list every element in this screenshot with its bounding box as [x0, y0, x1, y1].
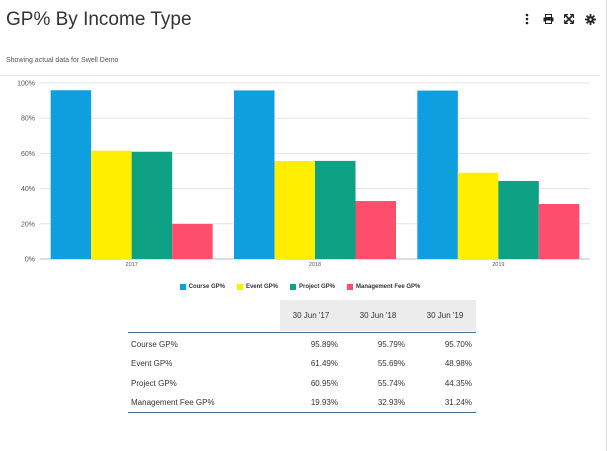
x-tick-label: 2018 [309, 262, 321, 268]
bar-event-gp-2019 [457, 172, 499, 259]
bar-course-gp-2017 [50, 90, 92, 259]
bar-course-gp-2019 [417, 90, 458, 260]
bar-event-gp-2018 [274, 160, 315, 259]
legend-label: Course GP% [188, 284, 225, 290]
legend-swatch [236, 284, 243, 290]
row-label: Project GP% [131, 378, 177, 388]
y-tick-label: 60% [21, 151, 35, 158]
cell-value: 44.35% [444, 378, 472, 388]
legend-item[interactable]: Management Fee GP% [347, 284, 420, 290]
cell-value: 55.69% [377, 358, 405, 368]
row-label: Event GP% [131, 358, 173, 368]
y-tick-label: 0% [25, 257, 35, 264]
widget-toolbar [521, 12, 596, 26]
cell-value: 60.95% [310, 378, 338, 388]
legend-item[interactable]: Event GP% [236, 284, 278, 290]
cell-value: 95.89% [310, 340, 338, 349]
cell-value: 95.70% [444, 340, 472, 349]
table-header-blank [128, 300, 280, 331]
cell-value: 19.93% [280, 393, 342, 413]
legend-item[interactable]: Course GP% [179, 284, 225, 290]
table-header-row: 30 Jun '17 30 Jun '18 30 Jun '19 [128, 300, 476, 331]
header-divider [0, 75, 600, 76]
x-tick-label: 2019 [492, 262, 504, 268]
bar-project-gp-2019 [498, 180, 539, 259]
table-row: Management Fee GP% 19.93% 32.93% 31.24% [128, 393, 476, 413]
y-tick-label: 80% [21, 116, 35, 123]
legend-label: Management Fee GP% [356, 284, 421, 290]
legend-label: Project GP% [298, 284, 335, 290]
widget-title: GP% By Income Type [6, 9, 192, 30]
bar-project-gp-2017 [131, 151, 173, 259]
expand-icon[interactable] [563, 12, 575, 26]
bar-management-fee-gp-2019 [538, 204, 580, 259]
row-label: Course GP% [131, 340, 178, 349]
cell-value: 48.98% [444, 358, 472, 368]
legend-swatch [347, 284, 353, 290]
cell-value: 95.79% [377, 340, 405, 349]
row-label: Management Fee GP% [128, 393, 280, 413]
table-column-header: 30 Jun '18 [347, 300, 409, 331]
table-row: Event GP% 61.49% 55.69% 48.98% [128, 353, 476, 373]
gp-bar-chart: 0% 20% 40% 60% 80% 100% 2017 2018 2019 [17, 81, 590, 268]
legend-label: Event GP% [245, 284, 278, 290]
gp-summary-table: 30 Jun '17 30 Jun '18 30 Jun '19 Course … [128, 300, 476, 413]
chart-legend: Course GP% Event GP% Project GP% Management… [0, 284, 600, 290]
cell-value: 55.74% [377, 378, 405, 388]
bar-management-fee-gp-2018 [355, 201, 396, 259]
legend-swatch [179, 284, 186, 290]
bar-course-gp-2018 [234, 90, 275, 259]
print-icon[interactable] [542, 12, 554, 26]
legend-item[interactable]: Project GP% [289, 284, 335, 290]
bar-project-gp-2018 [315, 160, 356, 259]
data-source-note: Showing actual data for Swell Demo [6, 57, 119, 64]
settings-icon[interactable] [584, 12, 596, 26]
table-row: Project GP% 60.95% 55.74% 44.35% [128, 373, 476, 393]
table-column-header: 30 Jun '19 [414, 300, 476, 331]
x-tick-label: 2017 [126, 262, 138, 268]
more-options-icon[interactable] [521, 12, 533, 26]
cell-value: 31.24% [414, 393, 476, 413]
y-tick-label: 40% [21, 186, 35, 193]
table-row: Course GP% 95.89% 95.79% 95.70% [128, 333, 476, 353]
y-tick-label: 100% [17, 81, 35, 88]
bar-management-fee-gp-2017 [172, 223, 213, 259]
legend-swatch [289, 284, 296, 290]
bar-event-gp-2017 [91, 150, 132, 259]
table-column-header: 30 Jun '17 [280, 300, 342, 331]
cell-value: 32.93% [347, 393, 409, 413]
y-tick-label: 20% [21, 221, 35, 228]
cell-value: 61.49% [310, 358, 338, 368]
